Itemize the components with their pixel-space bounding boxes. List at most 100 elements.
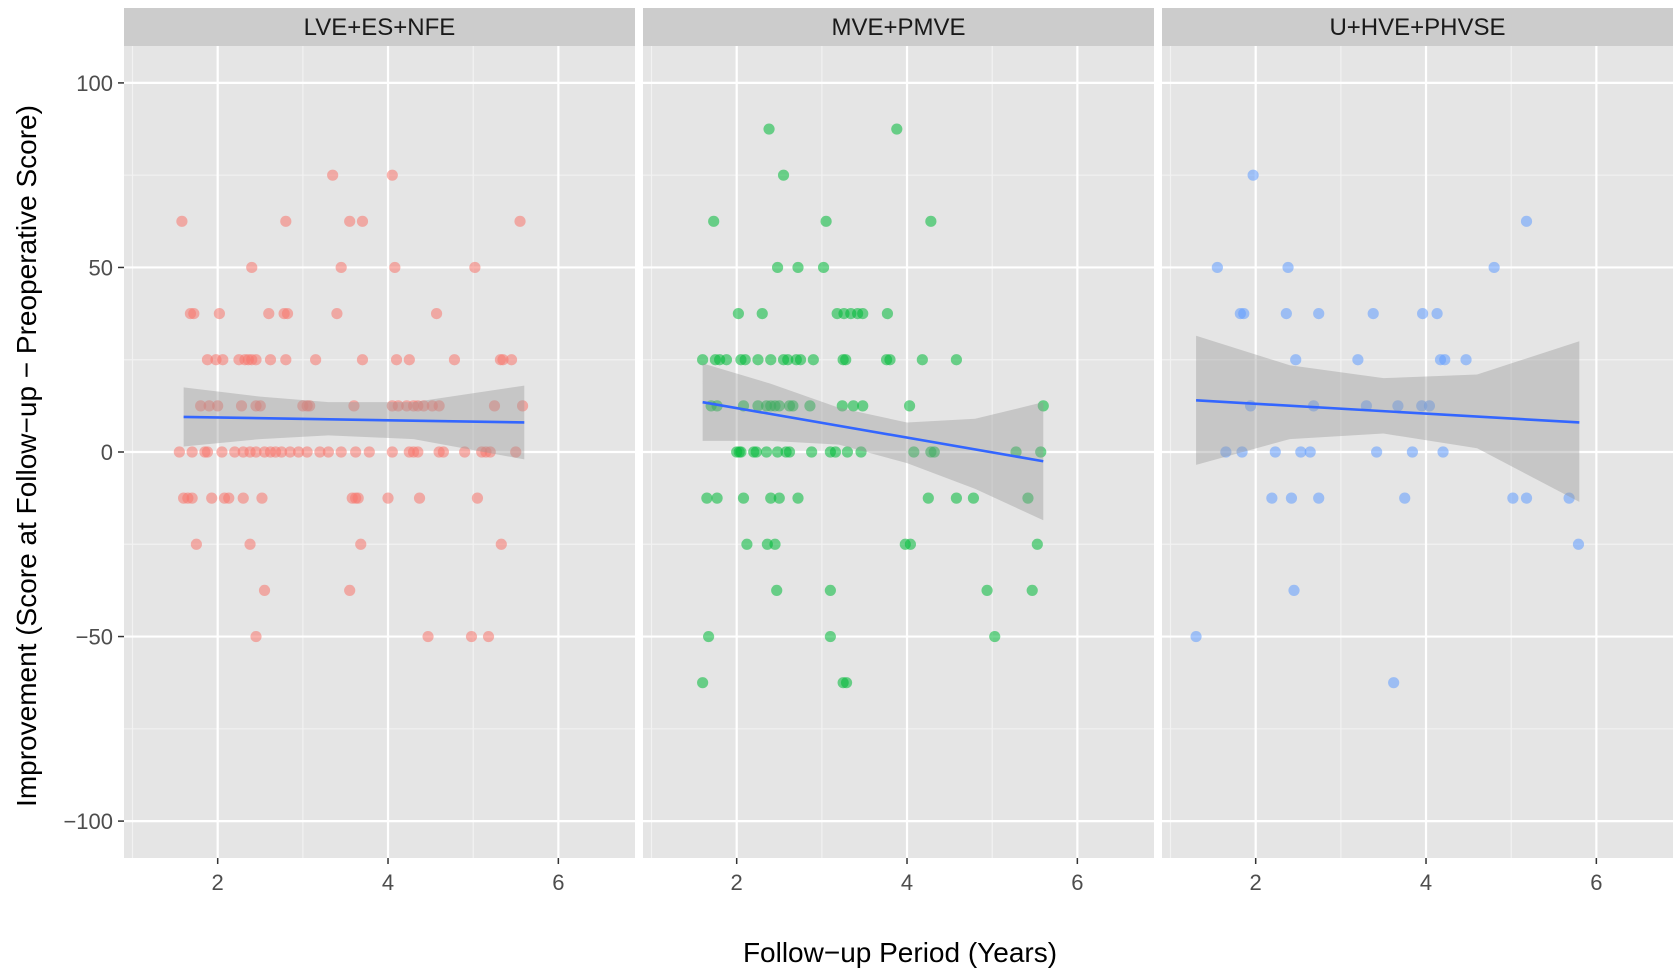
data-point bbox=[1417, 307, 1429, 320]
data-point bbox=[1431, 307, 1443, 320]
data-point bbox=[1352, 354, 1364, 366]
data-point bbox=[310, 354, 322, 366]
data-point bbox=[881, 307, 894, 320]
data-point bbox=[1288, 584, 1300, 597]
facet-strip bbox=[1162, 8, 1673, 46]
data-point bbox=[1037, 400, 1049, 412]
data-point bbox=[1220, 446, 1232, 458]
facet-strip bbox=[643, 8, 1154, 46]
facet-panel: U+HVE+PHVSE 2 4 6 bbox=[1162, 8, 1673, 895]
data-point bbox=[229, 446, 241, 458]
data-point bbox=[469, 261, 481, 274]
data-point bbox=[806, 446, 818, 458]
data-point bbox=[403, 354, 415, 366]
data-point bbox=[1247, 169, 1259, 181]
data-point bbox=[430, 307, 443, 320]
data-point bbox=[246, 261, 258, 274]
data-point bbox=[280, 215, 292, 227]
data-point bbox=[884, 354, 896, 366]
data-point bbox=[301, 446, 313, 458]
data-point bbox=[264, 354, 277, 366]
data-point bbox=[314, 446, 326, 458]
data-point bbox=[857, 400, 869, 412]
data-point bbox=[735, 446, 747, 458]
data-point bbox=[1439, 354, 1451, 366]
facet-title: U+HVE+PHVSE bbox=[1329, 14, 1505, 41]
data-point bbox=[201, 354, 214, 366]
data-point bbox=[773, 492, 785, 504]
data-point bbox=[363, 446, 375, 458]
data-point bbox=[327, 169, 339, 181]
data-point bbox=[857, 307, 869, 320]
y-tick-label: −50 bbox=[76, 625, 113, 650]
data-point bbox=[1437, 446, 1449, 458]
x-axis-title: Follow−up Period (Years) bbox=[743, 937, 1057, 968]
data-point bbox=[1238, 307, 1250, 320]
data-point bbox=[737, 492, 750, 504]
data-point bbox=[756, 307, 768, 320]
panels-layer: LVE+ES+NFE 2 4 6 MVE+PMVE 2 4 6 U+HVE+PHVSE 2 4 6 bbox=[124, 8, 1673, 895]
data-point bbox=[201, 446, 214, 458]
data-point bbox=[352, 492, 364, 504]
data-point bbox=[389, 261, 401, 274]
data-point bbox=[386, 169, 398, 181]
data-point bbox=[413, 492, 426, 504]
data-point bbox=[213, 307, 225, 320]
data-point bbox=[903, 400, 916, 412]
data-point bbox=[418, 400, 430, 412]
data-point bbox=[186, 492, 198, 504]
data-point bbox=[510, 446, 522, 458]
data-point bbox=[497, 354, 509, 366]
data-point bbox=[1460, 354, 1472, 366]
data-point bbox=[752, 400, 764, 412]
x-tick-label: 2 bbox=[731, 870, 743, 895]
data-point bbox=[344, 215, 356, 227]
x-tick-label: 6 bbox=[1071, 870, 1083, 895]
data-point bbox=[263, 307, 275, 320]
x-tick-label: 6 bbox=[552, 870, 564, 895]
data-point bbox=[488, 400, 501, 412]
data-point bbox=[244, 538, 256, 550]
data-point bbox=[711, 492, 723, 504]
confidence-band bbox=[702, 363, 1044, 521]
data-point bbox=[1236, 446, 1248, 458]
data-point bbox=[1035, 446, 1047, 458]
y-axis-title: Improvement (Score at Follow−up − Preope… bbox=[11, 105, 42, 807]
x-tick-label: 4 bbox=[382, 870, 394, 895]
data-point bbox=[840, 354, 852, 366]
data-point bbox=[1520, 215, 1533, 227]
data-point bbox=[212, 400, 224, 412]
data-point bbox=[505, 354, 518, 366]
data-point bbox=[1406, 446, 1418, 458]
data-point bbox=[701, 492, 713, 504]
data-point bbox=[804, 400, 816, 412]
data-point bbox=[928, 446, 940, 458]
data-point bbox=[820, 215, 832, 227]
data-point bbox=[916, 354, 928, 366]
data-point bbox=[1285, 492, 1298, 504]
data-point bbox=[1520, 492, 1533, 504]
data-point bbox=[1563, 492, 1575, 504]
y-tick-label: −100 bbox=[63, 809, 113, 834]
data-point bbox=[761, 538, 773, 550]
data-point bbox=[1572, 538, 1585, 550]
data-point bbox=[840, 677, 853, 689]
data-point bbox=[348, 400, 360, 412]
data-point bbox=[950, 354, 963, 366]
data-point bbox=[514, 215, 526, 227]
y-tick-label: 50 bbox=[89, 255, 113, 280]
y-tick-label: 0 bbox=[101, 440, 113, 465]
confidence-band bbox=[1196, 335, 1580, 502]
data-point bbox=[471, 492, 484, 504]
data-point bbox=[824, 630, 836, 643]
data-point bbox=[392, 400, 404, 412]
data-point bbox=[386, 446, 398, 458]
data-point bbox=[254, 400, 266, 412]
data-point bbox=[847, 400, 859, 412]
facet-strip bbox=[124, 8, 635, 46]
data-point bbox=[739, 354, 751, 366]
data-point bbox=[235, 400, 248, 412]
data-point bbox=[1295, 446, 1307, 458]
data-point bbox=[981, 584, 993, 597]
data-point bbox=[750, 446, 762, 458]
